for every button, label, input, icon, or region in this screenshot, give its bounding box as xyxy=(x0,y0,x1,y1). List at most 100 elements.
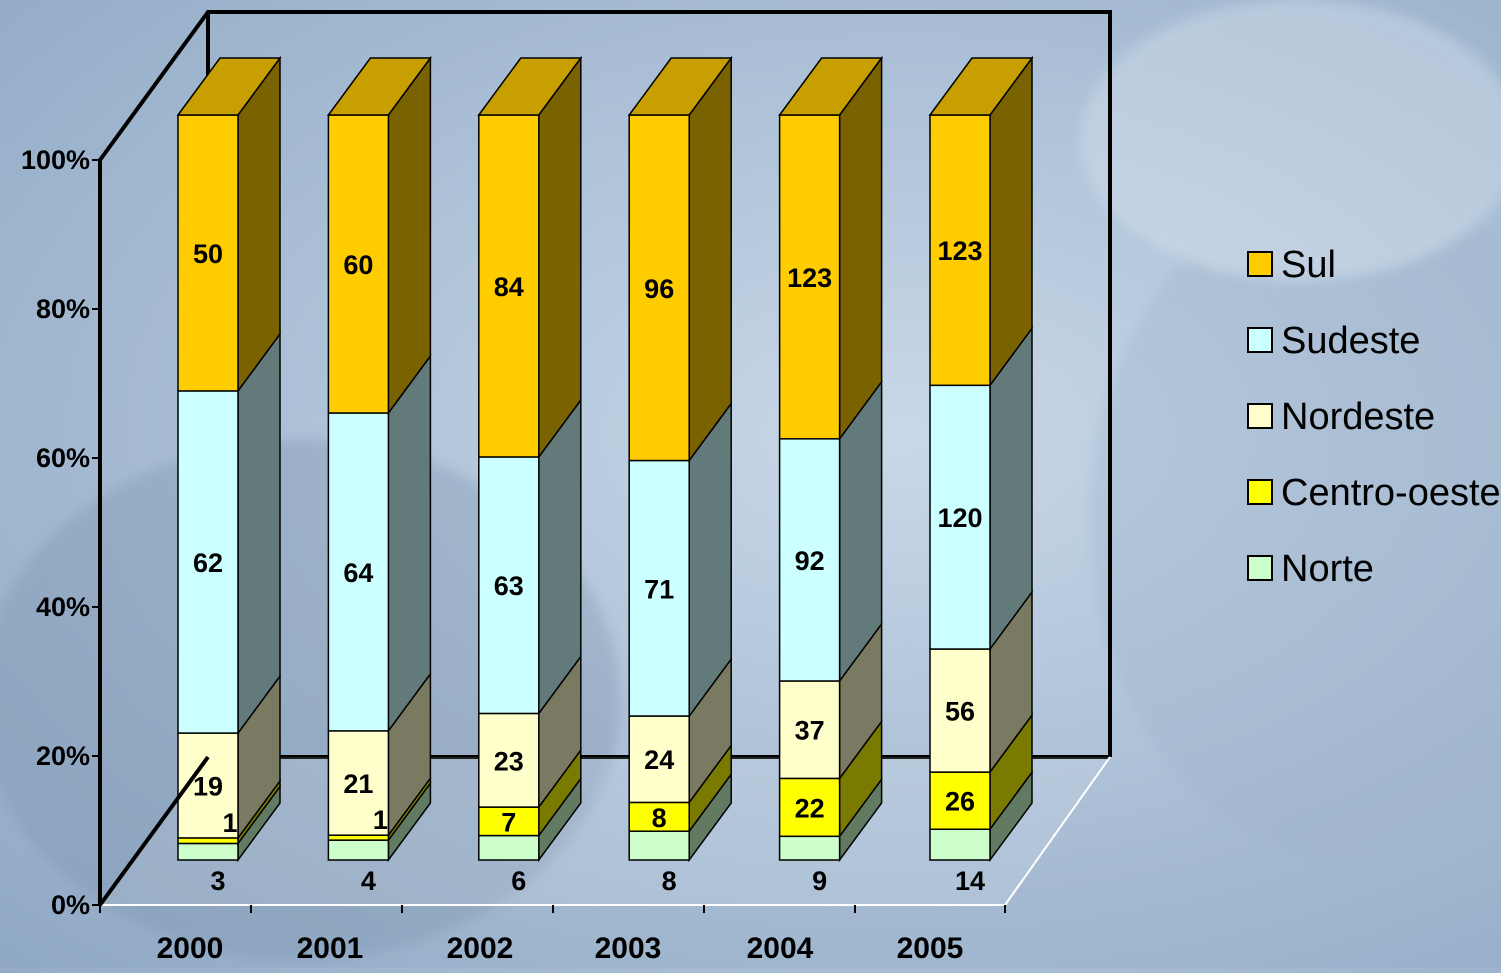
bar-side-sudeste-2000 xyxy=(237,331,281,736)
y-tick-label: 20% xyxy=(36,741,90,771)
legend-swatch xyxy=(1247,555,1273,581)
data-label-centro-oeste-2001: 1 xyxy=(373,805,388,835)
bar-stack-2005: 14 26 56 120 123 xyxy=(928,55,1034,896)
data-label-sul-2003: 96 xyxy=(644,274,674,304)
bar-side-sul-2000 xyxy=(237,55,281,394)
data-label-norte-2002: 6 xyxy=(511,866,526,896)
bar-top-2002 xyxy=(477,57,583,116)
bar-stack-2001: 4 121 64 60 xyxy=(326,55,432,896)
x-tick-label-2003: 2003 xyxy=(595,932,662,965)
y-tick-label: 60% xyxy=(36,443,90,473)
data-label-sul-2004: 123 xyxy=(787,263,832,293)
bar-centro-oeste-2004 xyxy=(778,777,841,838)
data-label-centro-oeste-2005: 26 xyxy=(945,787,975,817)
data-label-centro-oeste-2002: 7 xyxy=(501,807,516,837)
bar-stack-2004: 9 22 37 92 123 xyxy=(778,55,884,896)
bar-norte-2001 xyxy=(327,839,390,861)
floor-right-edge xyxy=(1004,756,1111,906)
back-wall-frame xyxy=(98,10,1112,757)
bar-side-sudeste-2001 xyxy=(387,353,432,734)
bar-sul-2002 xyxy=(478,114,540,458)
bar-norte-2004 xyxy=(778,835,841,861)
legend-label: Centro-oeste xyxy=(1281,472,1501,514)
data-label-nordeste-2005: 56 xyxy=(945,697,975,727)
legend-item-nordeste: Nordeste xyxy=(1247,396,1435,438)
bar-sudeste-2004 xyxy=(778,438,841,682)
data-label-sudeste-2005: 120 xyxy=(937,503,982,533)
data-label-sudeste-2002: 63 xyxy=(494,571,524,601)
bar-sul-2000 xyxy=(177,114,239,392)
data-label-norte-2000: 3 xyxy=(210,866,225,896)
bar-norte-2003 xyxy=(628,830,690,861)
y-axis: 0% 20% 40% 60% 80% 100% xyxy=(21,145,210,920)
bar-top-2003 xyxy=(627,57,733,116)
data-label-norte-2004: 9 xyxy=(812,866,827,896)
bar-nordeste-2005 xyxy=(929,648,991,773)
data-label-norte-2001: 4 xyxy=(361,866,376,896)
data-label-sul-2002: 84 xyxy=(494,272,524,302)
bar-side-sul-2004 xyxy=(838,55,883,442)
legend-item-centro-oeste: Centro-oeste xyxy=(1247,472,1501,514)
bar-stack-2003: 8 8 24 71 96 xyxy=(627,55,733,896)
bar-centro-oeste-2005 xyxy=(929,771,991,830)
data-label-nordeste-2001: 21 xyxy=(343,769,373,799)
legend-swatch xyxy=(1247,403,1273,429)
legend-item-sudeste: Sudeste xyxy=(1247,320,1420,362)
data-label-nordeste-2004: 37 xyxy=(795,716,825,746)
legend-swatch xyxy=(1247,479,1273,505)
bar-centro-oeste-2002 xyxy=(478,806,540,837)
data-label-sul-2001: 60 xyxy=(343,250,373,280)
bar-top-2004 xyxy=(778,57,884,116)
x-tick-label-2000: 2000 xyxy=(157,932,224,965)
legend-item-norte: Norte xyxy=(1247,548,1374,590)
data-label-centro-oeste-2000: 1 xyxy=(222,808,237,838)
legend-item-sul: Sul xyxy=(1247,244,1336,286)
bar-side-sul-2001 xyxy=(387,55,432,416)
data-label-sul-2005: 123 xyxy=(937,236,982,266)
data-label-sudeste-2003: 71 xyxy=(644,574,674,604)
data-label-centro-oeste-2004: 22 xyxy=(795,793,825,823)
y-tick-label: 0% xyxy=(51,890,90,920)
bar-nordeste-2003 xyxy=(628,715,690,804)
bar-sul-2003 xyxy=(628,114,690,462)
bar-stack-2000: 3 1 19 62 50 xyxy=(176,55,282,896)
bar-norte-2005 xyxy=(929,828,991,861)
data-label-norte-2005: 14 xyxy=(955,866,985,896)
legend-label: Nordeste xyxy=(1281,396,1435,438)
y-tick-label: 100% xyxy=(21,145,90,175)
data-label-centro-oeste-2003: 8 xyxy=(652,803,667,833)
legend-label: Norte xyxy=(1281,548,1374,590)
bar-stack-2002: 6 7 23 63 84 xyxy=(477,55,583,896)
legend-label: Sul xyxy=(1281,244,1336,286)
data-label-norte-2003: 8 xyxy=(662,866,677,896)
bar-sudeste-2001 xyxy=(327,412,390,732)
x-tick-label-2005: 2005 xyxy=(897,932,964,965)
data-label-sudeste-2001: 64 xyxy=(343,558,373,588)
bar-side-sul-2003 xyxy=(688,55,732,463)
bar-nordeste-2002 xyxy=(478,712,540,808)
x-tick-label-2002: 2002 xyxy=(447,932,514,965)
y-axis-floor-edge xyxy=(98,755,210,907)
data-label-nordeste-2003: 24 xyxy=(644,745,674,775)
bar-norte-2002 xyxy=(478,834,540,861)
bar-nordeste-2001 xyxy=(327,730,390,836)
bar-sudeste-2002 xyxy=(478,456,540,715)
bar-centro-oeste-2003 xyxy=(628,801,690,832)
bar-sul-2004 xyxy=(778,114,841,440)
legend-label: Sudeste xyxy=(1281,320,1420,362)
y-tick-label: 40% xyxy=(36,592,90,622)
bar-sudeste-2003 xyxy=(628,459,690,717)
y-tick-label: 80% xyxy=(36,294,90,324)
data-label-sudeste-2004: 92 xyxy=(795,546,825,576)
legend: Sul Sudeste Nordeste Centro-oeste Norte xyxy=(1247,244,1501,590)
data-label-nordeste-2002: 23 xyxy=(494,746,524,776)
bar-nordeste-2004 xyxy=(778,680,841,780)
bar-sudeste-2005 xyxy=(929,384,991,650)
x-axis: 2000 2001 2002 2003 2004 2005 xyxy=(99,905,1006,965)
bar-centro-oeste-2000 xyxy=(177,837,239,845)
bar-sudeste-2000 xyxy=(177,390,239,734)
data-label-sul-2000: 50 xyxy=(193,239,223,269)
bar-norte-2000 xyxy=(177,842,239,861)
